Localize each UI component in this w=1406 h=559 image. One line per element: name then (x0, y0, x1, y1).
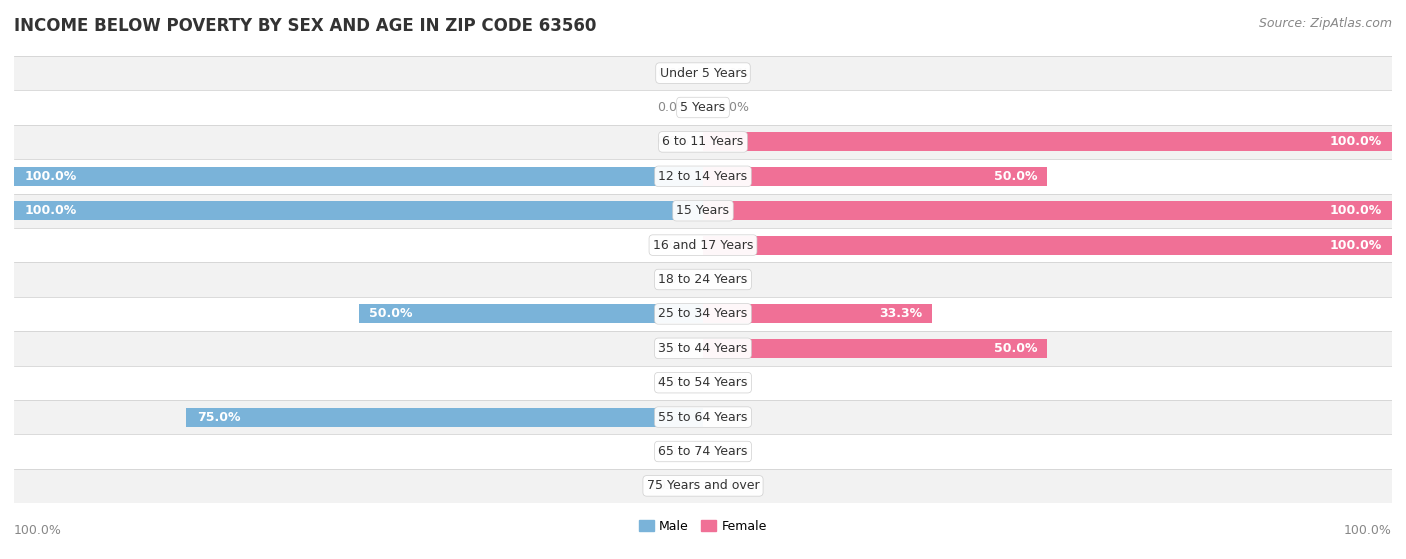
Text: 100.0%: 100.0% (1329, 239, 1382, 252)
Bar (14, 201, 703, 220)
Text: 75 Years and over: 75 Years and over (647, 480, 759, 492)
Bar (703, 305, 932, 323)
Bar (14, 167, 703, 186)
Bar (14, 91, 1392, 125)
Text: 0.0%: 0.0% (657, 480, 689, 492)
Text: 75.0%: 75.0% (197, 411, 240, 424)
Text: 100.0%: 100.0% (1329, 135, 1382, 148)
Bar (14, 468, 1392, 503)
Bar (14, 400, 1392, 434)
Bar (186, 408, 703, 427)
Text: 50.0%: 50.0% (994, 170, 1038, 183)
Bar (359, 305, 703, 323)
Text: 55 to 64 Years: 55 to 64 Years (658, 411, 748, 424)
Text: 5 Years: 5 Years (681, 101, 725, 114)
Text: 0.0%: 0.0% (657, 445, 689, 458)
Text: Source: ZipAtlas.com: Source: ZipAtlas.com (1258, 17, 1392, 30)
Bar (14, 56, 1392, 91)
Text: 50.0%: 50.0% (368, 307, 412, 320)
Text: 16 and 17 Years: 16 and 17 Years (652, 239, 754, 252)
Bar (14, 434, 1392, 468)
Bar (14, 366, 1392, 400)
Bar (14, 297, 1392, 331)
Text: 15 Years: 15 Years (676, 204, 730, 217)
Text: 0.0%: 0.0% (657, 67, 689, 79)
Text: 45 to 54 Years: 45 to 54 Years (658, 376, 748, 389)
Text: 0.0%: 0.0% (657, 101, 689, 114)
Text: 25 to 34 Years: 25 to 34 Years (658, 307, 748, 320)
Text: INCOME BELOW POVERTY BY SEX AND AGE IN ZIP CODE 63560: INCOME BELOW POVERTY BY SEX AND AGE IN Z… (14, 17, 596, 35)
Bar (14, 228, 1392, 262)
Bar (14, 331, 1392, 366)
Text: 50.0%: 50.0% (994, 342, 1038, 355)
Text: 33.3%: 33.3% (879, 307, 922, 320)
Bar (703, 167, 1047, 186)
Text: Under 5 Years: Under 5 Years (659, 67, 747, 79)
Bar (14, 262, 1392, 297)
Bar (14, 125, 1392, 159)
Bar (14, 193, 1392, 228)
Text: 0.0%: 0.0% (657, 135, 689, 148)
Text: 0.0%: 0.0% (717, 445, 749, 458)
Text: 18 to 24 Years: 18 to 24 Years (658, 273, 748, 286)
Bar (703, 339, 1047, 358)
Bar (703, 236, 1392, 254)
Text: 100.0%: 100.0% (1344, 524, 1392, 537)
Text: 100.0%: 100.0% (24, 204, 77, 217)
Bar (14, 159, 1392, 193)
Text: 35 to 44 Years: 35 to 44 Years (658, 342, 748, 355)
Text: 100.0%: 100.0% (1329, 204, 1382, 217)
Text: 0.0%: 0.0% (657, 273, 689, 286)
Text: 0.0%: 0.0% (717, 101, 749, 114)
Text: 0.0%: 0.0% (717, 480, 749, 492)
Text: 0.0%: 0.0% (657, 376, 689, 389)
Text: 100.0%: 100.0% (24, 170, 77, 183)
Legend: Male, Female: Male, Female (640, 520, 766, 533)
Text: 0.0%: 0.0% (717, 376, 749, 389)
Text: 0.0%: 0.0% (657, 239, 689, 252)
Text: 65 to 74 Years: 65 to 74 Years (658, 445, 748, 458)
Text: 12 to 14 Years: 12 to 14 Years (658, 170, 748, 183)
Bar (703, 132, 1392, 151)
Text: 6 to 11 Years: 6 to 11 Years (662, 135, 744, 148)
Text: 0.0%: 0.0% (657, 342, 689, 355)
Text: 0.0%: 0.0% (717, 411, 749, 424)
Text: 0.0%: 0.0% (717, 67, 749, 79)
Text: 0.0%: 0.0% (717, 273, 749, 286)
Bar (703, 201, 1392, 220)
Text: 100.0%: 100.0% (14, 524, 62, 537)
